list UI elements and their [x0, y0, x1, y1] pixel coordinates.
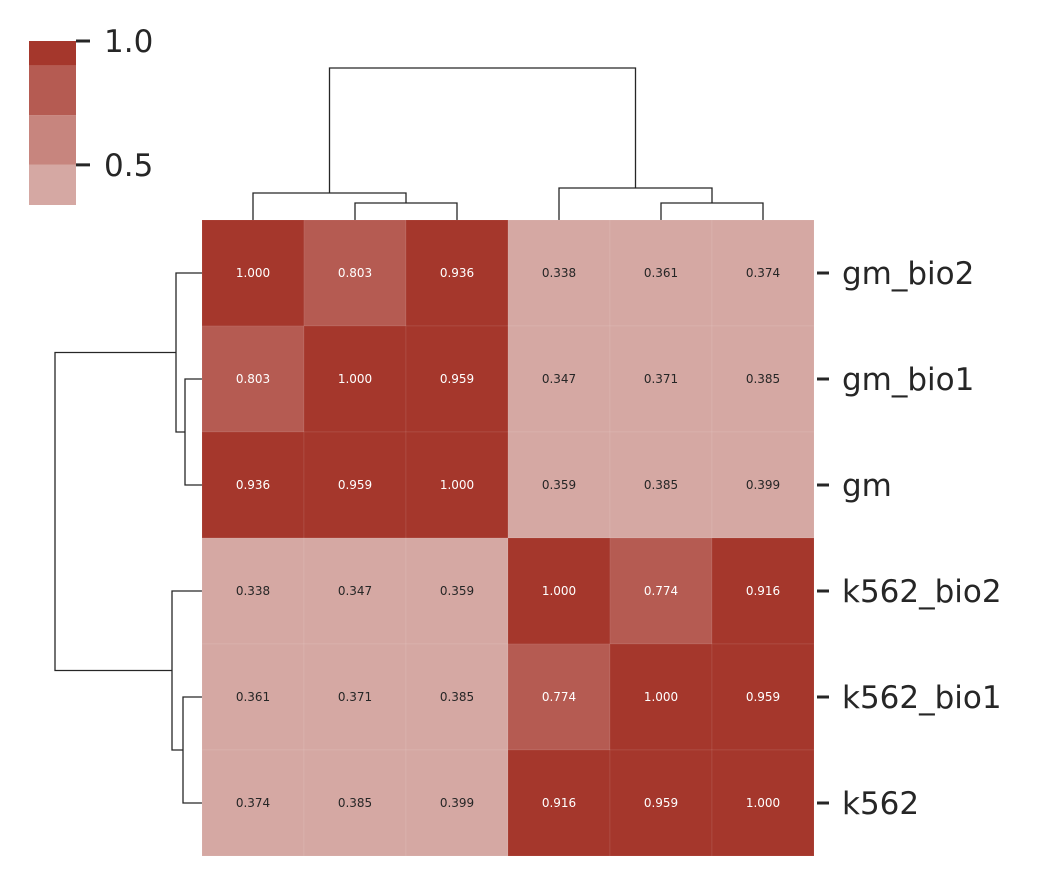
heatmap-cell	[303, 431, 407, 539]
cell-value-label: 1.000	[746, 796, 780, 810]
heatmap-cell	[609, 643, 713, 751]
dendrogram-branch	[171, 590, 202, 751]
colorbar-bin	[29, 41, 76, 66]
cell-value-label: 0.803	[338, 266, 372, 280]
cell-value-label: 0.385	[440, 690, 474, 704]
cell-value-label: 0.338	[542, 266, 576, 280]
cell-value-label: 0.803	[236, 372, 270, 386]
heatmap-cell	[201, 325, 305, 433]
cell-value-label: 0.399	[440, 796, 474, 810]
heatmap-cell	[201, 643, 305, 751]
heatmap-cell	[711, 537, 815, 645]
cell-value-label: 0.774	[644, 584, 678, 598]
row-label: gm	[842, 468, 892, 504]
cell-value-label: 1.000	[236, 266, 270, 280]
cell-value-label: 0.936	[440, 266, 474, 280]
dendrogram-branch	[558, 187, 713, 220]
heatmap-cell	[405, 537, 509, 645]
heatmap-cell-labels: 1.000 0.803 0.936 0.338 0.361 0.374 0.803 1.000…	[236, 266, 780, 810]
colorbar-bin	[29, 115, 76, 165]
heatmap-cell	[507, 219, 611, 327]
heatmap-cells	[201, 219, 815, 857]
cell-value-label: 0.385	[644, 478, 678, 492]
cell-value-label: 0.359	[542, 478, 576, 492]
heatmap-cell	[303, 537, 407, 645]
heatmap-cell	[711, 219, 815, 327]
colorbar-bin	[29, 65, 76, 116]
cell-value-label: 0.371	[338, 690, 372, 704]
heatmap-cell	[201, 431, 305, 539]
heatmap-cell	[405, 749, 509, 857]
cell-value-label: 0.916	[746, 584, 780, 598]
cell-value-label: 0.399	[746, 478, 780, 492]
heatmap-cell	[303, 325, 407, 433]
cell-value-label: 1.000	[644, 690, 678, 704]
heatmap-cell	[405, 325, 509, 433]
dendrogram-branch	[660, 202, 764, 220]
colorbar-bin	[29, 164, 76, 205]
dendrogram-branch	[354, 202, 458, 220]
heatmap-cell	[609, 537, 713, 645]
cell-value-label: 1.000	[440, 478, 474, 492]
heatmap-cell	[609, 749, 713, 857]
dendrogram-branch	[182, 696, 202, 804]
dendrogram-branch	[328, 67, 637, 193]
cell-value-label: 0.916	[542, 796, 576, 810]
cell-value-label: 1.000	[542, 584, 576, 598]
heatmap-cell	[405, 219, 509, 327]
heatmap-cell	[711, 431, 815, 539]
cell-value-label: 0.774	[542, 690, 576, 704]
row-label: k562	[842, 786, 919, 822]
heatmap-cell	[303, 643, 407, 751]
column-dendrogram	[252, 67, 764, 220]
cell-value-label: 0.359	[440, 584, 474, 598]
cell-value-label: 0.374	[236, 796, 270, 810]
colorbar-tick-label: 1.0	[104, 24, 153, 60]
cell-value-label: 0.959	[440, 372, 474, 386]
colorbar: 1.0 0.5	[29, 24, 153, 205]
cell-value-label: 0.347	[542, 372, 576, 386]
row-dendrogram	[54, 272, 202, 804]
cell-value-label: 0.385	[746, 372, 780, 386]
heatmap-cell	[711, 643, 815, 751]
dendrogram-branch	[175, 272, 202, 433]
cell-value-label: 0.361	[644, 266, 678, 280]
heatmap-cell	[405, 431, 509, 539]
row-label: gm_bio1	[842, 362, 974, 398]
colorbar-tick-label: 0.5	[104, 148, 153, 184]
cell-value-label: 0.959	[746, 690, 780, 704]
heatmap-cell	[507, 431, 611, 539]
cell-value-label: 0.374	[746, 266, 780, 280]
heatmap-cell	[711, 325, 815, 433]
row-label: k562_bio2	[842, 574, 1002, 610]
dendrogram-branch	[184, 378, 202, 486]
heatmap-cell	[507, 325, 611, 433]
row-label: k562_bio1	[842, 680, 1002, 716]
heatmap-cell	[201, 219, 305, 327]
dendrogram-branch	[54, 351, 176, 672]
cell-value-label: 0.959	[644, 796, 678, 810]
row-label: gm_bio2	[842, 256, 974, 292]
cell-value-label: 0.385	[338, 796, 372, 810]
cell-value-label: 0.959	[338, 478, 372, 492]
heatmap-cell	[303, 749, 407, 857]
cell-value-label: 0.936	[236, 478, 270, 492]
cell-value-label: 0.347	[338, 584, 372, 598]
heatmap-cell	[609, 431, 713, 539]
heatmap-cell	[507, 537, 611, 645]
cell-value-label: 1.000	[338, 372, 372, 386]
heatmap-cell	[711, 749, 815, 857]
heatmap-cell	[609, 325, 713, 433]
heatmap-cell	[303, 219, 407, 327]
heatmap-cell	[405, 643, 509, 751]
cell-value-label: 0.361	[236, 690, 270, 704]
cell-value-label: 0.338	[236, 584, 270, 598]
heatmap-cell	[201, 749, 305, 857]
dendrogram-branch	[252, 192, 407, 220]
cell-value-label: 0.371	[644, 372, 678, 386]
